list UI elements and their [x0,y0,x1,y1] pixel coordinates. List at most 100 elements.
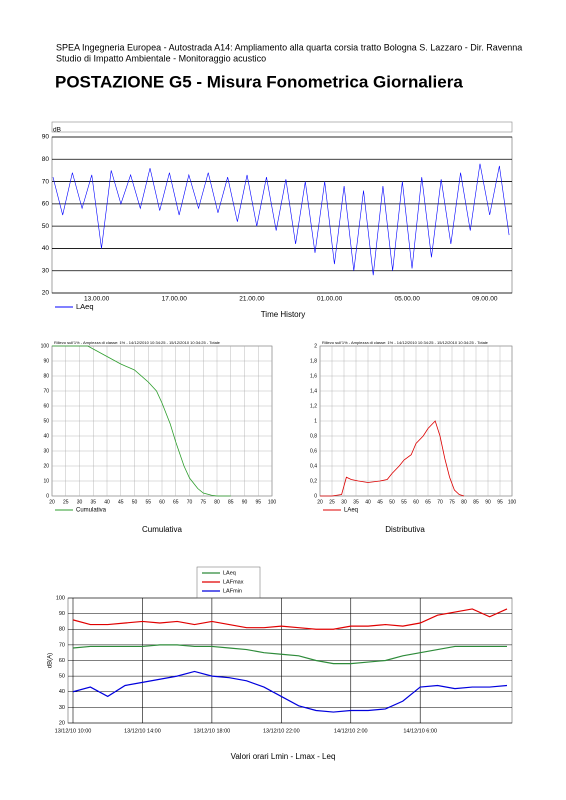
y-tick-label: 60 [43,403,49,409]
x-tick-label: 70 [187,499,193,505]
y-axis-label: dB(A) [48,653,54,668]
legend-label: LAFmax [223,579,244,585]
x-tick-label: 100 [268,499,277,505]
y-tick-label: 10 [43,478,49,484]
y-tick-label: 1,4 [310,388,317,394]
x-tick-label: 80 [461,499,467,505]
y-tick-label: 30 [59,705,65,711]
x-tick-label: 13.00.00 [84,296,110,303]
series-line [52,163,510,276]
x-tick-label: 25 [329,499,335,505]
legend-label: LAeq [344,508,358,514]
page-title: POSTAZIONE G5 - Misura Fonometrica Giorn… [55,72,463,91]
y-axis-label: dB [53,127,61,134]
x-tick-label: 85 [473,499,479,505]
y-tick-label: 40 [42,245,50,252]
x-tick-label: 17.00.00 [162,296,188,303]
x-tick-label: 20 [317,499,323,505]
y-tick-label: 0,6 [310,448,317,454]
x-tick-label: 40 [365,499,371,505]
x-tick-label: 70 [437,499,443,505]
y-tick-label: 70 [42,178,50,185]
x-tick-label: 13/12/10 22:00 [263,728,300,734]
x-tick-label: 30 [341,499,347,505]
y-tick-label: 50 [43,418,49,424]
y-tick-label: 0 [314,493,317,499]
y-tick-label: 80 [42,156,50,163]
chart-title: Cumulativa [142,525,183,534]
y-tick-label: 30 [43,448,49,454]
header-line: Studio di Impatto Ambientale - Monitorag… [56,53,266,63]
x-tick-label: 100 [508,499,517,505]
legend-label: LAeq [76,302,94,311]
x-tick-label: 55 [145,499,151,505]
empty-panel [51,121,513,133]
x-tick-label: 45 [377,499,383,505]
x-tick-label: 50 [389,499,395,505]
y-tick-label: 60 [42,201,50,208]
x-tick-label: 60 [159,499,165,505]
y-tick-label: 40 [43,433,49,439]
x-tick-label: 75 [449,499,455,505]
y-tick-label: 60 [59,658,65,664]
y-tick-label: 40 [59,689,65,695]
x-tick-label: 75 [200,499,206,505]
y-tick-label: 90 [42,134,50,141]
y-tick-label: 0 [46,493,49,499]
x-tick-label: 30 [77,499,83,505]
x-tick-label: 90 [485,499,491,505]
x-tick-label: 25 [63,499,69,505]
plot-frame [51,136,513,294]
y-tick-label: 80 [43,373,49,379]
legend-label: LAFmin [223,588,242,594]
y-tick-label: 0,2 [310,478,317,484]
series-line [52,345,231,497]
y-tick-label: 1 [314,418,317,424]
y-tick-label: 80 [59,627,65,633]
legend-label: Cumulativa [76,508,107,514]
series-line [72,670,508,713]
legend-label: LAeq [223,570,236,576]
x-tick-label: 95 [497,499,503,505]
chart-subtitle: Rilievo sull'1% - Ampiezza di classe: 1%… [322,340,489,345]
x-tick-label: 55 [401,499,407,505]
x-tick-label: 13/12/10 14:00 [124,728,161,734]
x-tick-label: 09.00.00 [472,296,498,303]
x-tick-label: 20 [49,499,55,505]
y-tick-label: 20 [42,290,50,297]
y-tick-label: 100 [56,595,65,601]
y-tick-label: 20 [59,720,65,726]
y-tick-label: 20 [43,463,49,469]
x-tick-label: 80 [214,499,220,505]
y-tick-label: 70 [43,388,49,394]
x-tick-label: 65 [425,499,431,505]
series-line [72,608,508,630]
x-tick-label: 35 [353,499,359,505]
series-line [72,644,507,665]
x-tick-label: 45 [118,499,124,505]
chart-title: Distributiva [385,525,425,534]
y-tick-label: 0,8 [310,433,317,439]
y-tick-label: 1,6 [310,373,317,379]
x-tick-label: 05.00.00 [395,296,421,303]
y-tick-label: 1,2 [310,403,317,409]
legend-box [196,566,261,599]
y-tick-label: 90 [59,611,65,617]
chart-subtitle: Rilievo sull'1% - Ampiezza di classe: 1%… [54,340,221,345]
x-tick-label: 85 [228,499,234,505]
chart-title: Valori orari Lmin - Lmax - Leq [231,752,336,761]
x-tick-label: 21.00.00 [239,296,265,303]
x-tick-label: 14/12/10 2:00 [334,728,368,734]
y-tick-label: 30 [42,267,50,274]
x-tick-label: 40 [104,499,110,505]
y-tick-label: 1,8 [310,358,317,364]
y-tick-label: 70 [59,642,65,648]
x-tick-label: 50 [132,499,138,505]
x-tick-label: 35 [90,499,96,505]
y-tick-label: 0,4 [310,463,317,469]
header-line: SPEA Ingegneria Europea - Autostrada A14… [56,42,522,52]
x-tick-label: 65 [173,499,179,505]
y-tick-label: 50 [42,223,50,230]
